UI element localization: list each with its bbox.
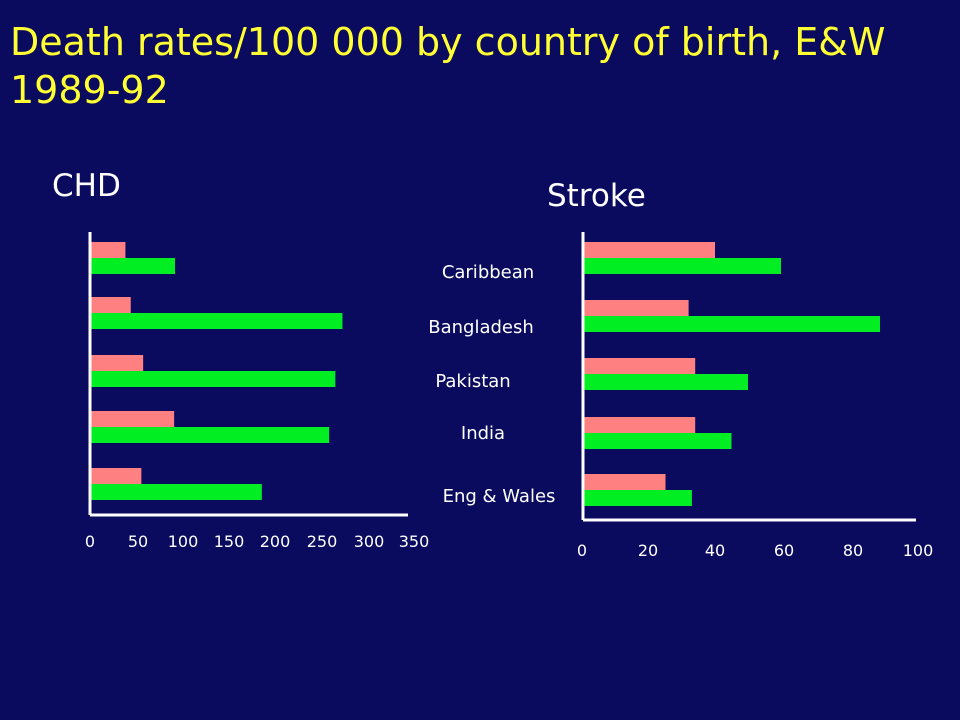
category-label-eng-wales: Eng & Wales: [443, 486, 556, 507]
chd-bar-pakistan-series-b: [90, 371, 336, 387]
chd-bar-bangladesh-series-a: [90, 297, 131, 313]
stroke-x-tick-40: 40: [705, 541, 725, 560]
stroke-x-tick-100: 100: [903, 541, 934, 560]
stroke-x-tick-80: 80: [843, 541, 863, 560]
stroke-bar-pakistan-series-b: [583, 374, 748, 390]
chd-x-tick-300: 300: [354, 532, 385, 551]
chd-bar-caribbean-series-b: [90, 258, 176, 274]
chd-x-tick-250: 250: [307, 532, 338, 551]
chd-x-tick-50: 50: [128, 532, 148, 551]
chd-x-tick-100: 100: [168, 532, 199, 551]
chd-x-tick-200: 200: [260, 532, 291, 551]
stroke-bar-caribbean-series-b: [583, 258, 781, 274]
chd-bar-caribbean-series-a: [90, 242, 126, 258]
stroke-x-tick-60: 60: [774, 541, 794, 560]
stroke-bar-india-series-b: [583, 433, 732, 449]
stroke-x-tick-20: 20: [638, 541, 658, 560]
stroke-x-tick-0: 0: [577, 541, 587, 560]
category-label-india: India: [461, 423, 505, 444]
chd-bar-eng-wales-series-a: [90, 468, 142, 484]
category-label-caribbean: Caribbean: [442, 262, 534, 283]
stroke-bar-india-series-a: [583, 417, 696, 433]
chd-bar-eng-wales-series-b: [90, 484, 262, 500]
chd-bar-india-series-a: [90, 411, 175, 427]
stroke-bar-caribbean-series-a: [583, 242, 715, 258]
stroke-bar-eng-wales-series-b: [583, 490, 692, 506]
stroke-bar-bangladesh-series-b: [583, 316, 880, 332]
chd-x-tick-350: 350: [399, 532, 430, 551]
stroke-bar-eng-wales-series-a: [583, 474, 666, 490]
chd-x-tick-150: 150: [214, 532, 245, 551]
category-label-pakistan: Pakistan: [435, 371, 510, 392]
slide-title: Death rates/100 000 by country of birth,…: [10, 20, 886, 112]
stroke-bar-pakistan-series-a: [583, 358, 696, 374]
chd-x-tick-0: 0: [85, 532, 95, 551]
stroke-chart-title: Stroke: [547, 178, 646, 214]
stroke-bar-bangladesh-series-a: [583, 300, 689, 316]
chd-bar-bangladesh-series-b: [90, 313, 343, 329]
category-label-bangladesh: Bangladesh: [428, 317, 534, 338]
chd-bar-india-series-b: [90, 427, 330, 443]
chd-chart-title: CHD: [52, 168, 121, 204]
chd-bar-pakistan-series-a: [90, 355, 144, 371]
